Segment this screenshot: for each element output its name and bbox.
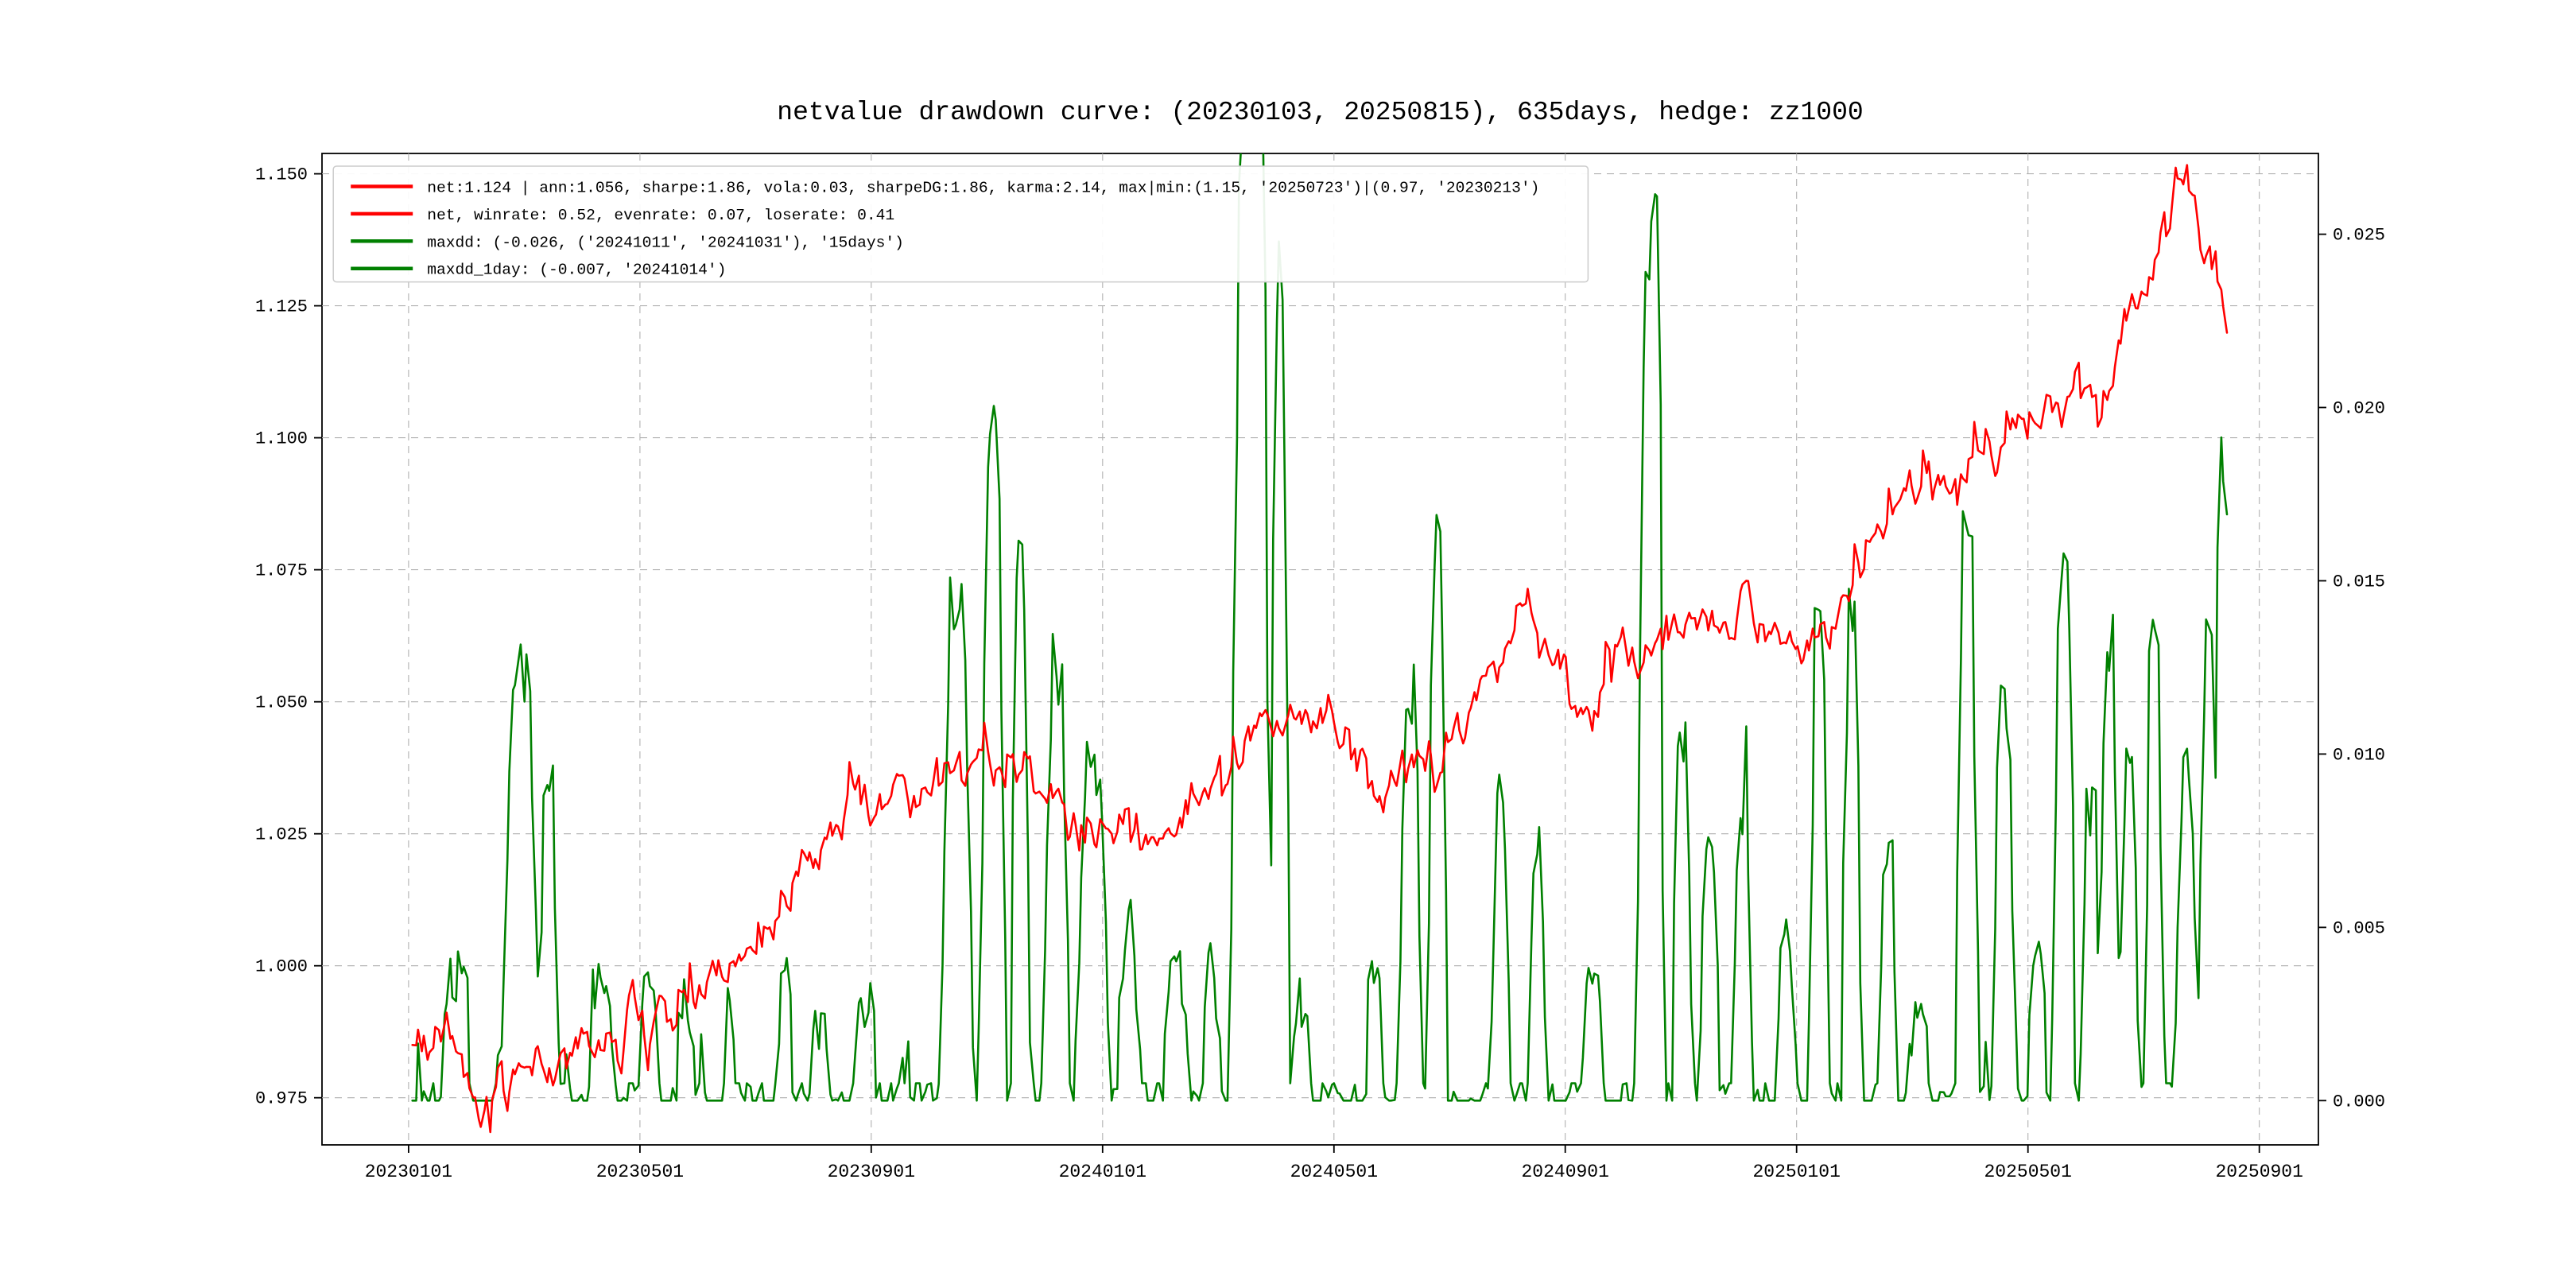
svg-text:1.075: 1.075 bbox=[255, 561, 308, 581]
svg-text:20240101: 20240101 bbox=[1059, 1162, 1146, 1182]
svg-text:20230901: 20230901 bbox=[828, 1162, 915, 1182]
svg-text:20250901: 20250901 bbox=[2215, 1162, 2302, 1182]
svg-text:20240501: 20240501 bbox=[1290, 1162, 1378, 1182]
svg-text:20230501: 20230501 bbox=[596, 1162, 684, 1182]
svg-text:0.020: 0.020 bbox=[2333, 399, 2385, 419]
svg-text:1.150: 1.150 bbox=[255, 165, 308, 185]
svg-text:netvalue drawdown curve: (2023: netvalue drawdown curve: (20230103, 2025… bbox=[777, 98, 1863, 127]
svg-text:net, winrate: 0.52, evenrate:: net, winrate: 0.52, evenrate: 0.07, lose… bbox=[427, 207, 894, 224]
svg-text:net:1.124 | ann:1.056, sharpe:: net:1.124 | ann:1.056, sharpe:1.86, vola… bbox=[427, 180, 1539, 197]
svg-text:1.125: 1.125 bbox=[255, 297, 308, 317]
svg-text:0.005: 0.005 bbox=[2333, 918, 2385, 938]
svg-text:20240901: 20240901 bbox=[1521, 1162, 1608, 1182]
svg-text:1.050: 1.050 bbox=[255, 693, 308, 713]
svg-text:1.000: 1.000 bbox=[255, 957, 308, 977]
svg-text:0.975: 0.975 bbox=[255, 1089, 308, 1109]
svg-text:maxdd_1day: (-0.007, '20241014: maxdd_1day: (-0.007, '20241014') bbox=[427, 262, 726, 279]
svg-text:20250501: 20250501 bbox=[1984, 1162, 2071, 1182]
svg-text:20250101: 20250101 bbox=[1752, 1162, 1840, 1182]
svg-text:0.015: 0.015 bbox=[2333, 572, 2385, 592]
svg-text:maxdd: (-0.026, ('20241011', ': maxdd: (-0.026, ('20241011', '20241031')… bbox=[427, 234, 904, 251]
svg-text:1.025: 1.025 bbox=[255, 825, 308, 845]
svg-text:20230101: 20230101 bbox=[365, 1162, 452, 1182]
svg-text:0.000: 0.000 bbox=[2333, 1092, 2385, 1111]
svg-text:1.100: 1.100 bbox=[255, 429, 308, 449]
svg-text:0.010: 0.010 bbox=[2333, 745, 2385, 765]
svg-text:0.025: 0.025 bbox=[2333, 226, 2385, 246]
